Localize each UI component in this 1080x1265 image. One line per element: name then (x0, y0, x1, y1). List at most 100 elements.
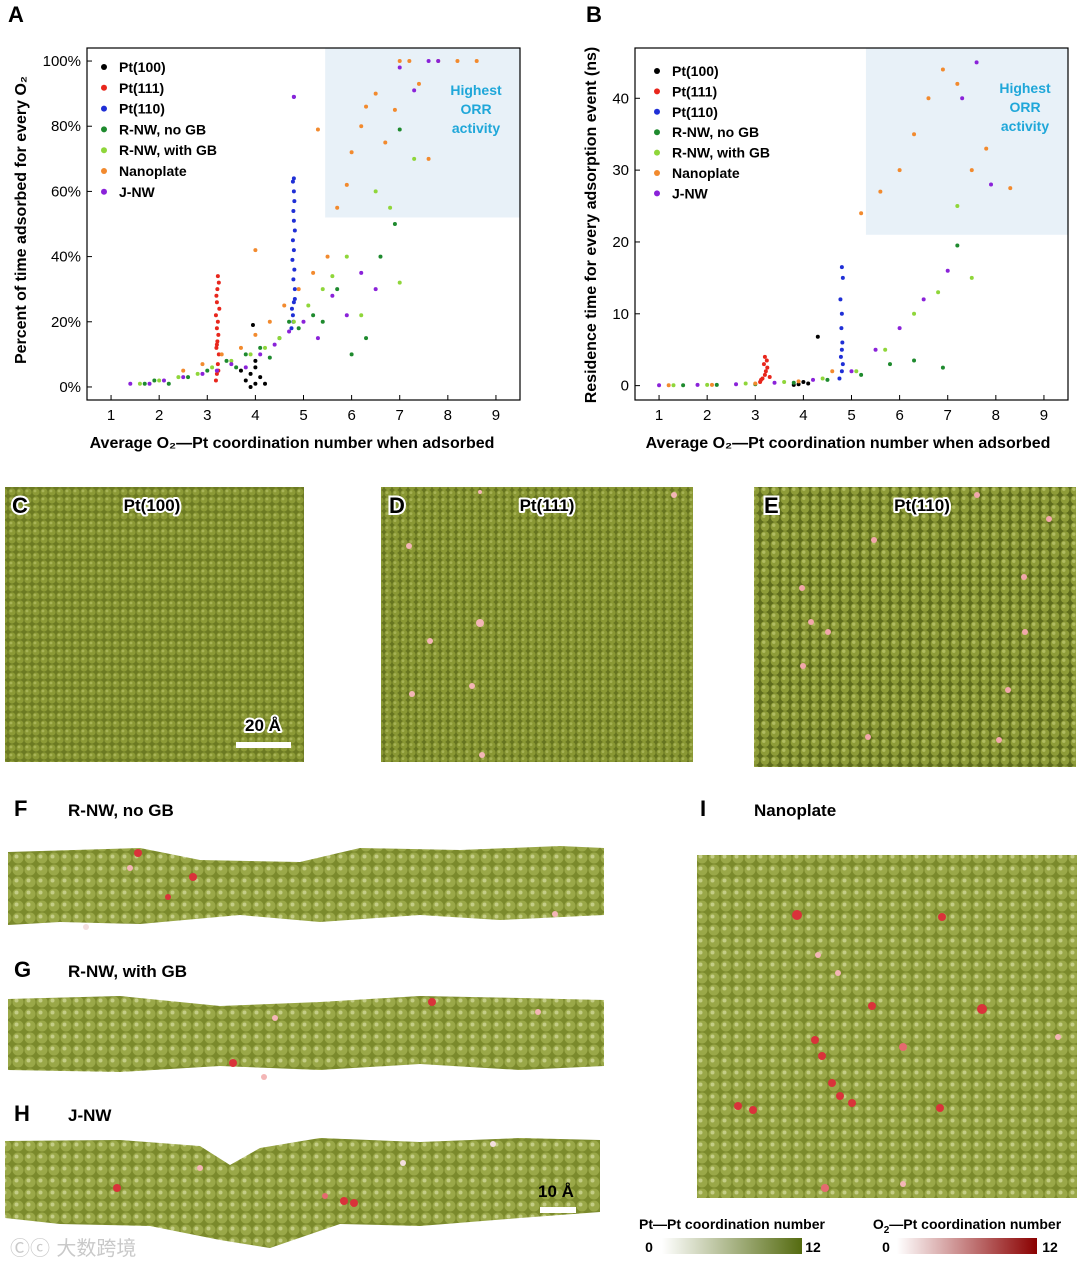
data-point (940, 365, 945, 370)
data-point (291, 248, 296, 253)
data-point (214, 300, 219, 305)
data-point (397, 127, 402, 132)
x-tick-label: 3 (751, 407, 759, 424)
data-point (137, 381, 142, 386)
data-point (290, 179, 295, 184)
data-point (248, 384, 253, 389)
data-point (315, 127, 320, 132)
panel-letter-h: H (14, 1101, 30, 1126)
data-point (878, 189, 883, 194)
data-point (349, 150, 354, 155)
colorbar-o2-pt: O2—Pt coordination number 0 12 (873, 1216, 1062, 1255)
y-tick-label: 40% (51, 249, 81, 266)
data-point (887, 362, 892, 367)
data-point (253, 248, 258, 253)
data-point (292, 287, 297, 292)
data-point (147, 381, 152, 386)
data-point (243, 365, 248, 370)
data-point (984, 146, 989, 151)
colorbar-pt-gradient (662, 1238, 802, 1254)
rnw-with-gb-image (8, 996, 604, 1072)
highest-activity-region (325, 48, 520, 218)
panel-letter-g: G (14, 957, 31, 982)
colorbar-o2-min: 0 (882, 1239, 890, 1255)
rnw-with-gb-title: R-NW, with GB (68, 962, 187, 981)
data-point (311, 270, 316, 275)
data-point (412, 88, 417, 93)
legend-entry: Pt(100) (119, 59, 166, 75)
data-point (301, 319, 306, 324)
data-point (955, 81, 960, 86)
rnw-no-gb-title: R-NW, no GB (68, 801, 174, 820)
panel-letter-b: B (586, 2, 602, 27)
panel-letter-i: I (700, 796, 706, 821)
panel-c-pt100-surface: C Pt(100) 20 Å (5, 487, 304, 762)
data-point (157, 378, 162, 383)
legend-marker (101, 84, 107, 91)
data-point (292, 228, 297, 233)
y-tick-label: 80% (51, 118, 81, 135)
j-nw-title: J-NW (68, 1106, 112, 1125)
legend-entry: Pt(110) (119, 101, 165, 117)
data-point (213, 378, 218, 383)
x-tick-label: 4 (251, 407, 259, 424)
data-point (215, 287, 220, 292)
data-point (128, 381, 133, 386)
data-point (734, 382, 739, 387)
data-point (897, 168, 902, 173)
data-point (215, 339, 220, 344)
pt110-title: Pt(110) (894, 496, 950, 515)
panel-letter-d: D (389, 493, 405, 518)
data-point (364, 336, 369, 341)
data-point (290, 238, 295, 243)
pt100-title: Pt(100) (124, 496, 181, 515)
data-point (267, 355, 272, 360)
data-point (238, 345, 243, 350)
data-point (811, 377, 816, 382)
data-point (759, 377, 764, 382)
chart-b-residence-time: 1 2 3 4 5 6 7 8 9 0 10 20 30 40 Average O₂—Pt coordina… (583, 2, 1069, 452)
legend-entry: Pt(111) (672, 83, 717, 99)
data-point (897, 326, 902, 331)
data-point (320, 319, 325, 324)
x-tick-label: 5 (299, 407, 307, 424)
data-point (258, 352, 263, 357)
data-point (657, 383, 662, 388)
panel-letter-a: A (8, 2, 24, 27)
data-point (666, 383, 671, 388)
data-point (267, 319, 272, 324)
legend-entry: Nanoplate (119, 163, 187, 179)
data-point (989, 182, 994, 187)
data-point (762, 372, 767, 377)
data-point (839, 347, 844, 352)
data-point (767, 375, 772, 380)
data-point (840, 362, 845, 367)
data-point (436, 59, 441, 64)
data-point (392, 107, 397, 112)
panel-h-j-nw: H J-NW 10 Å (5, 1101, 600, 1248)
data-point (291, 319, 296, 324)
data-point (359, 313, 364, 318)
data-point (840, 275, 845, 280)
data-point (253, 332, 258, 337)
o2-molecules (229, 998, 541, 1080)
x-tick-label: 6 (347, 407, 355, 424)
colorbar-o2-max: 12 (1042, 1239, 1058, 1255)
data-point (291, 176, 296, 181)
data-point (743, 381, 748, 386)
data-point (912, 311, 917, 316)
data-point (945, 268, 950, 273)
data-point (330, 274, 335, 279)
scale-bar-20a (236, 742, 291, 748)
data-point (214, 326, 219, 331)
legend-marker (654, 149, 660, 156)
legend-entry: J-NW (119, 184, 156, 200)
legend-entry: Pt(100) (672, 63, 719, 79)
data-point (253, 381, 258, 386)
colorbar-o2-title: O2—Pt coordination number (873, 1216, 1062, 1236)
data-point (416, 81, 421, 86)
data-point (839, 311, 844, 316)
legend-entry: Pt(110) (672, 104, 718, 120)
o2-molecules (406, 490, 677, 758)
data-point (388, 205, 393, 210)
